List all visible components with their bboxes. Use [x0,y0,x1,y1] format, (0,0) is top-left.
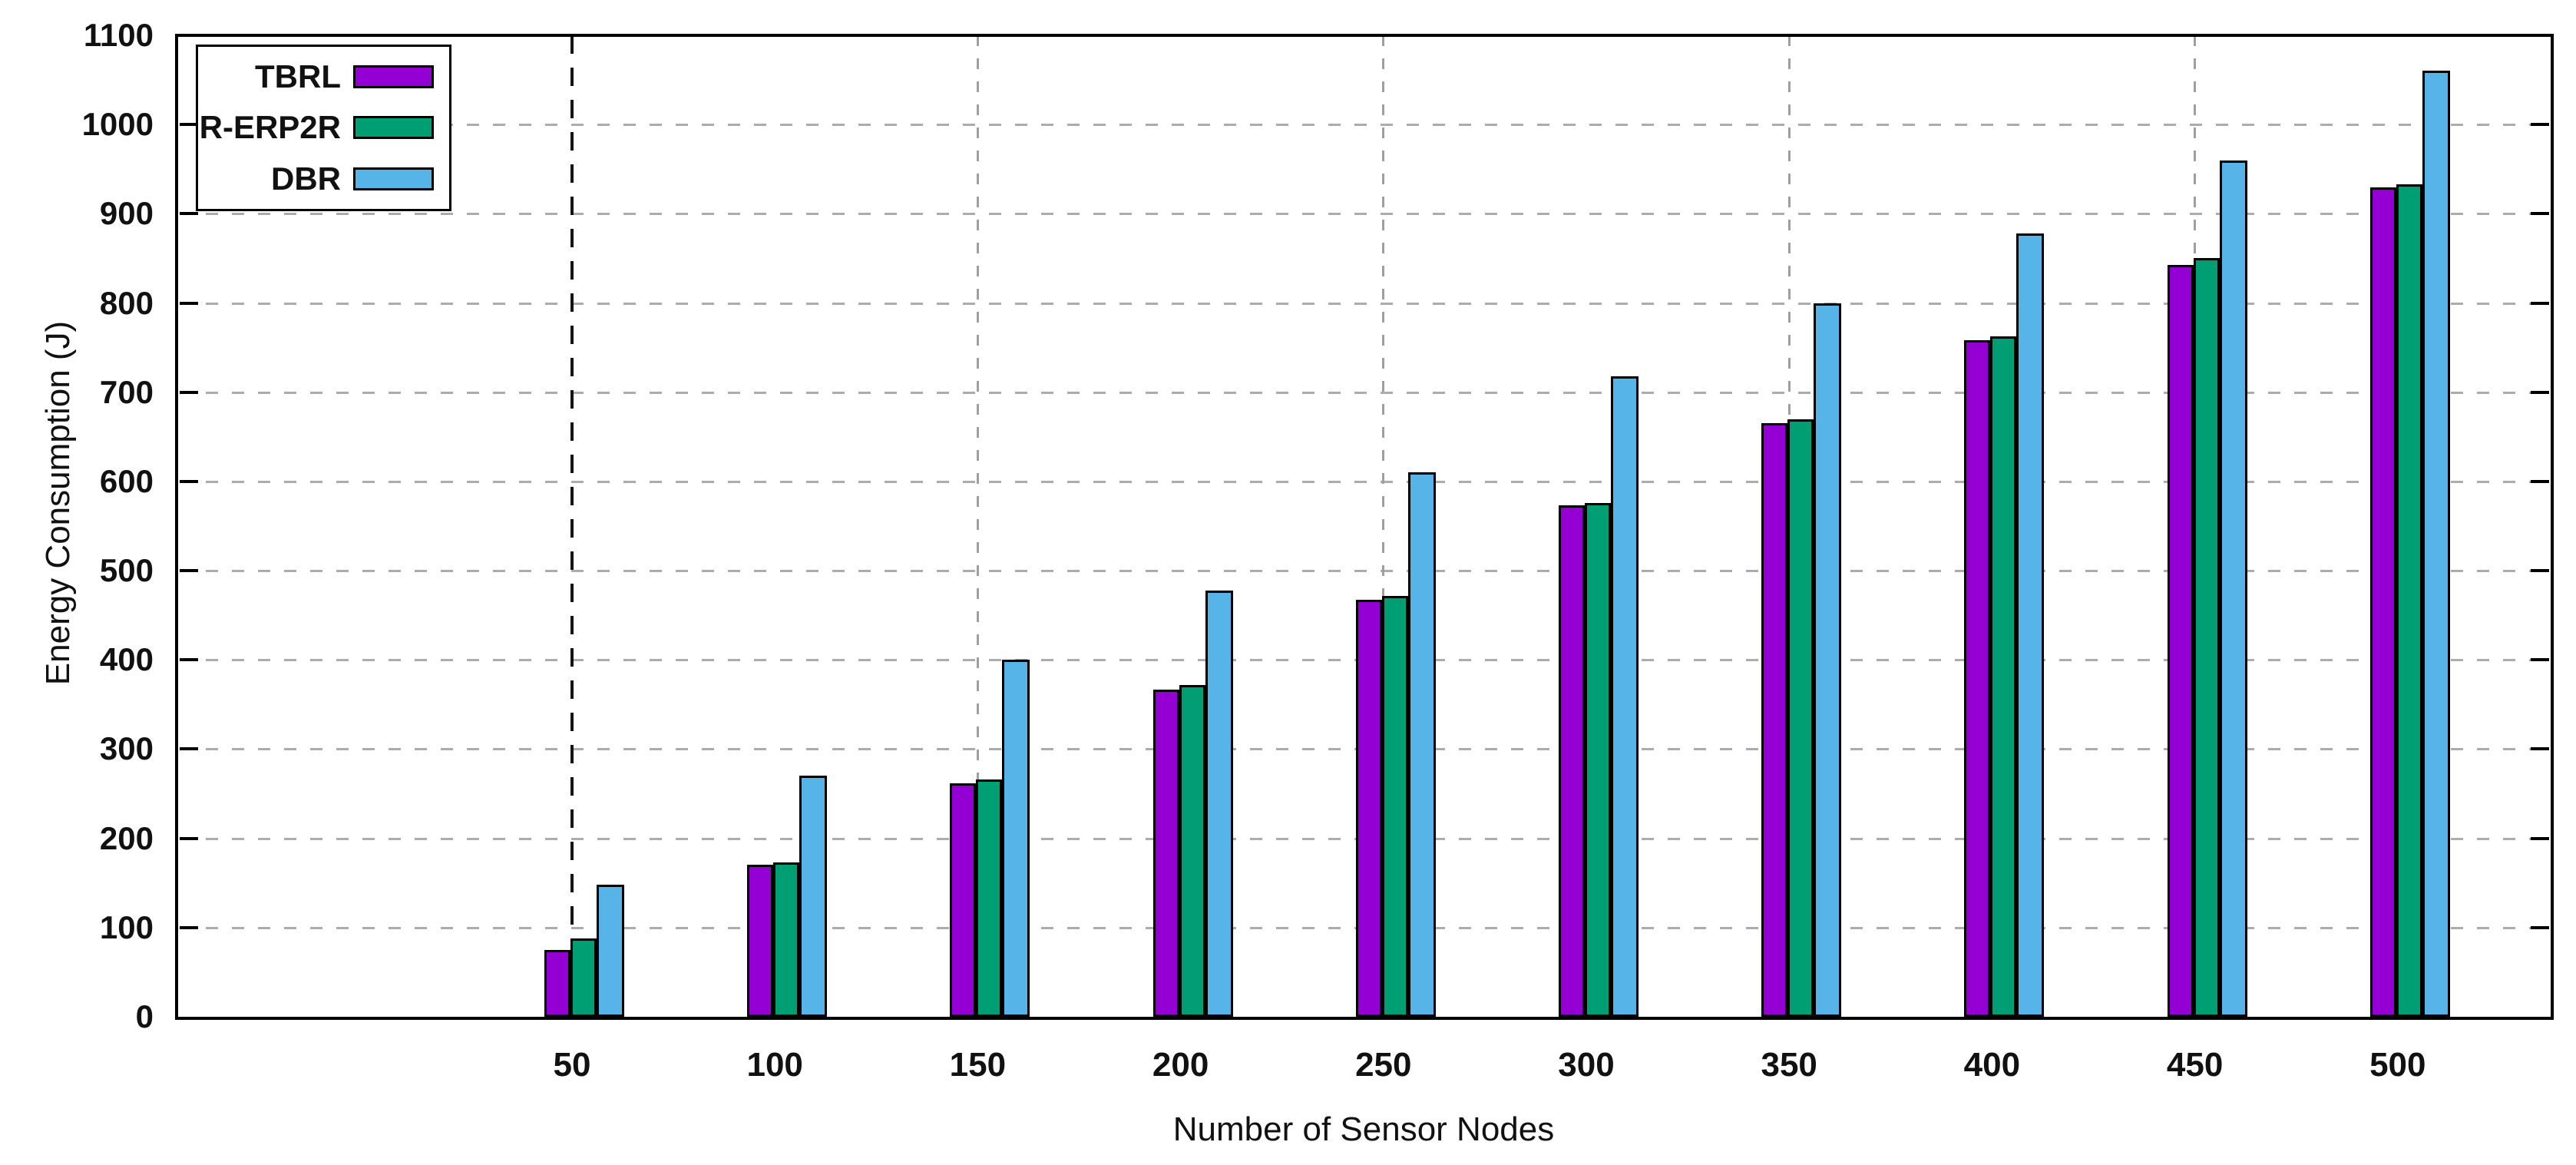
bar-DBR-150 [1002,660,1030,1017]
y-tick-left-400 [180,658,198,662]
gridline-y-1000 [180,124,2549,127]
bar-DBR-400 [2016,233,2045,1017]
y-tick-right-400 [2531,658,2549,662]
bar-TBRL-100 [747,865,774,1017]
y-tick-label-900: 900 [99,195,154,232]
x-tick-label-450: 450 [2166,1046,2224,1084]
y-tick-right-100 [2531,925,2549,929]
x-tick-label-500: 500 [2369,1046,2426,1084]
bar-DBR-300 [1611,376,1639,1017]
bar-R-ERP2R-400 [1990,336,2017,1017]
legend-label-DBR: DBR [271,160,341,197]
bar-R-ERP2R-50 [570,938,597,1017]
bar-DBR-50 [597,885,624,1017]
y-tick-label-700: 700 [99,373,154,410]
x-tick-label-150: 150 [949,1046,1007,1084]
y-tick-left-700 [180,390,198,394]
y-tick-right-200 [2531,836,2549,840]
bar-R-ERP2R-350 [1787,419,1814,1017]
bar-TBRL-500 [2369,187,2396,1017]
legend-row-TBRL: TBRL [198,58,449,95]
bar-DBR-450 [2219,160,2247,1017]
bar-TBRL-450 [2167,264,2194,1017]
gridline-x-250 [1382,35,1385,1017]
bar-R-ERP2R-250 [1381,595,1408,1017]
y-tick-label-800: 800 [99,284,154,321]
y-tick-left-200 [180,836,198,840]
bar-R-ERP2R-150 [976,779,1003,1017]
legend-row-R-ERP2R: R-ERP2R [198,109,449,146]
y-tick-right-900 [2531,212,2549,216]
y-tick-right-500 [2531,569,2549,573]
legend: TBRL R-ERP2R DBR [196,45,451,211]
bar-TBRL-400 [1964,340,1991,1017]
legend-label-R-ERP2R: R-ERP2R [199,109,341,146]
bar-DBR-500 [2422,71,2450,1017]
legend-label-TBRL: TBRL [255,58,341,95]
gridline-y-700 [180,391,2549,394]
y-tick-left-100 [180,925,198,929]
legend-row-DBR: DBR [198,161,449,197]
y-tick-label-1000: 1000 [81,106,154,143]
y-tick-left-800 [180,301,198,305]
bar-TBRL-300 [1559,505,1585,1017]
gridline-y-900 [180,213,2549,216]
gridline-y-800 [180,302,2549,305]
y-tick-label-300: 300 [99,730,154,767]
bar-R-ERP2R-500 [2396,184,2422,1017]
bar-R-ERP2R-450 [2193,258,2220,1017]
y-axis-title: Energy Consumption (J) [39,320,77,686]
y-tick-label-500: 500 [99,552,154,589]
bar-DBR-250 [1407,472,1436,1017]
y-tick-label-200: 200 [99,819,154,856]
reference-dashed-line-x50 [570,35,574,1017]
bar-DBR-100 [799,776,828,1017]
y-tick-left-500 [180,569,198,573]
gridline-x-150 [976,35,979,1017]
x-tick-label-200: 200 [1152,1046,1209,1084]
bar-TBRL-150 [950,783,977,1017]
y-tick-left-1000 [180,123,198,127]
bar-TBRL-250 [1355,600,1382,1017]
x-tick-label-250: 250 [1355,1046,1412,1084]
bar-TBRL-200 [1152,689,1179,1017]
y-tick-label-100: 100 [99,909,154,945]
bar-R-ERP2R-200 [1179,684,1205,1017]
bar-DBR-200 [1205,590,1233,1017]
legend-swatch-DBR [353,167,434,190]
y-tick-right-600 [2531,479,2549,483]
gridline-y-500 [180,570,2549,573]
y-tick-left-900 [180,212,198,216]
x-tick-label-100: 100 [746,1046,803,1084]
gridline-y-600 [180,480,2549,483]
y-tick-left-600 [180,479,198,483]
x-tick-label-50: 50 [553,1046,591,1084]
y-tick-label-0: 0 [135,998,154,1034]
bar-TBRL-350 [1761,423,1788,1017]
x-axis-title: Number of Sensor Nodes [1172,1110,1555,1148]
bar-TBRL-50 [544,949,570,1017]
y-tick-right-300 [2531,747,2549,751]
y-tick-label-1100: 1100 [83,17,154,53]
x-tick-label-350: 350 [1761,1046,1817,1084]
x-tick-label-300: 300 [1558,1046,1615,1084]
y-tick-right-700 [2531,390,2549,394]
y-tick-right-800 [2531,301,2549,305]
bar-DBR-350 [1814,303,1842,1017]
y-tick-right-1000 [2531,123,2549,127]
bar-R-ERP2R-300 [1585,502,1611,1017]
y-tick-label-600: 600 [99,462,154,499]
x-tick-label-400: 400 [1963,1046,2021,1084]
y-tick-left-300 [180,747,198,751]
legend-swatch-R-ERP2R [353,116,434,140]
y-tick-label-400: 400 [99,641,154,678]
legend-swatch-TBRL [353,65,434,89]
bar-R-ERP2R-100 [773,862,800,1017]
